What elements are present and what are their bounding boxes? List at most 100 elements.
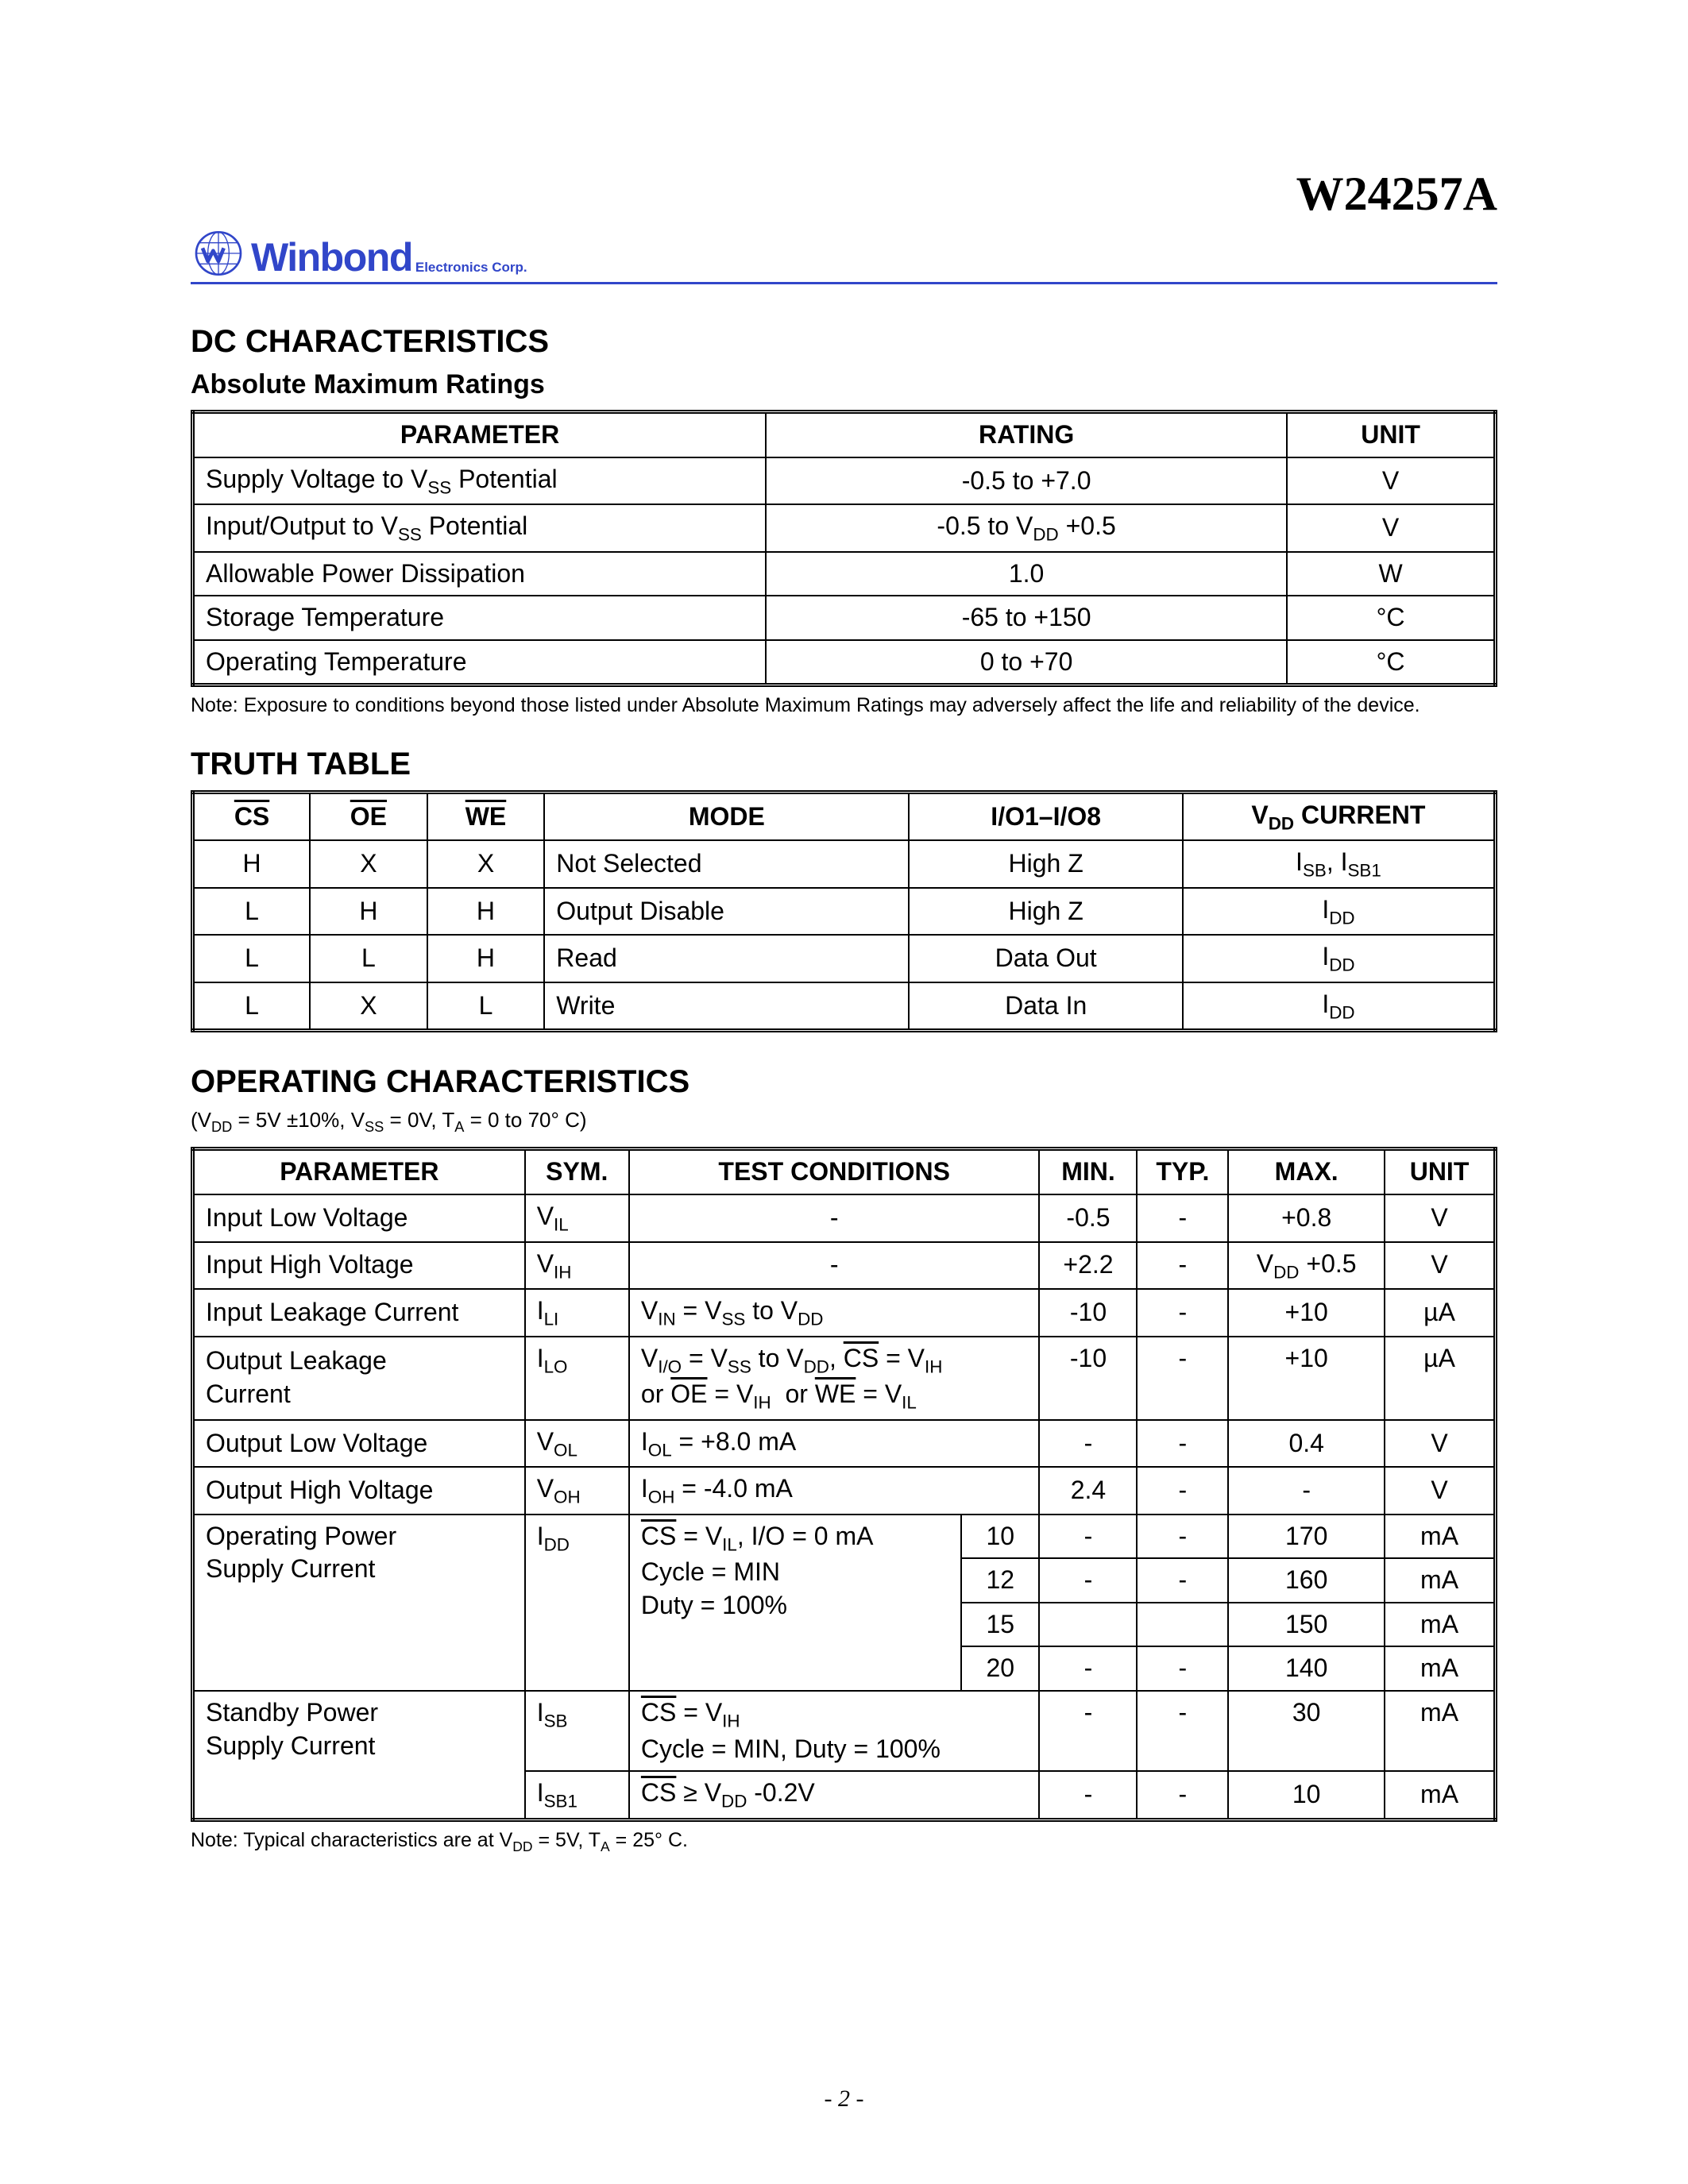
unit-cell: V: [1385, 1194, 1495, 1242]
io-cell: Data In: [909, 982, 1182, 1031]
sym-cell: VIH: [525, 1242, 629, 1290]
col-mode: MODE: [544, 792, 909, 840]
part-number: W24257A: [191, 167, 1497, 222]
unit-cell: mA: [1385, 1646, 1495, 1691]
abs-max-table: PARAMETER RATING UNIT Supply Voltage to …: [191, 410, 1497, 687]
min-cell: -10: [1039, 1337, 1137, 1420]
unit-cell: mA: [1385, 1603, 1495, 1647]
param-cell: Output Low Voltage: [193, 1420, 525, 1468]
max-cell: +10: [1228, 1337, 1385, 1420]
col-test-conditions: TEST CONDITIONS: [629, 1149, 1040, 1194]
table-row: Output Low Voltage VOL IOL = +8.0 mA - -…: [193, 1420, 1496, 1468]
cond-cell: 12: [961, 1558, 1039, 1603]
typ-cell: -: [1137, 1771, 1228, 1819]
table-row: Input Low Voltage VIL - -0.5 - +0.8 V: [193, 1194, 1496, 1242]
table-row: LHHOutput DisableHigh ZIDD: [193, 888, 1496, 936]
unit-cell: V: [1385, 1420, 1495, 1468]
tc-cell: CS ≥ VDD -0.2V: [629, 1771, 1040, 1819]
io-cell: High Z: [909, 840, 1182, 888]
max-cell: +0.8: [1228, 1194, 1385, 1242]
cond-cell: 10: [961, 1515, 1039, 1559]
typ-cell: -: [1137, 1337, 1228, 1420]
unit-cell: mA: [1385, 1771, 1495, 1819]
tc-cell: IOH = -4.0 mA: [629, 1467, 1040, 1515]
min-cell: 2.4: [1039, 1467, 1137, 1515]
unit-cell: V: [1385, 1467, 1495, 1515]
oe-cell: L: [310, 935, 427, 982]
unit-cell: µA: [1385, 1289, 1495, 1337]
min-cell: -: [1039, 1691, 1137, 1771]
table-header-row: PARAMETER SYM. TEST CONDITIONS MIN. TYP.…: [193, 1149, 1496, 1194]
cs-cell: L: [193, 935, 311, 982]
rating-cell: -0.5 to VDD +0.5: [766, 504, 1287, 552]
max-cell: 140: [1228, 1646, 1385, 1691]
table-row: HXXNot SelectedHigh ZISB, ISB1: [193, 840, 1496, 888]
max-cell: -: [1228, 1467, 1385, 1515]
table-row: Output LeakageCurrent ILO VI/O = VSS to …: [193, 1337, 1496, 1420]
unit-cell: V: [1287, 457, 1495, 505]
max-cell: VDD +0.5: [1228, 1242, 1385, 1290]
table-row: LXLWriteData InIDD: [193, 982, 1496, 1031]
we-cell: H: [427, 888, 545, 936]
min-cell: -0.5: [1039, 1194, 1137, 1242]
table-row: Input/Output to VSS Potential-0.5 to VDD…: [193, 504, 1496, 552]
tc-cell: -: [629, 1194, 1040, 1242]
param-cell: Output LeakageCurrent: [193, 1337, 525, 1420]
col-unit: UNIT: [1385, 1149, 1495, 1194]
min-cell: -: [1039, 1515, 1137, 1559]
col-min: MIN.: [1039, 1149, 1137, 1194]
sym-cell: VOH: [525, 1467, 629, 1515]
winbond-globe-icon: [191, 230, 246, 277]
param-cell: Operating Temperature: [193, 640, 767, 685]
param-cell: Output High Voltage: [193, 1467, 525, 1515]
oe-cell: X: [310, 840, 427, 888]
param-cell: Input/Output to VSS Potential: [193, 504, 767, 552]
abs-max-note: Note: Exposure to conditions beyond thos…: [191, 693, 1497, 718]
op-char-table: PARAMETER SYM. TEST CONDITIONS MIN. TYP.…: [191, 1147, 1497, 1821]
logo-text: Winbond: [251, 237, 412, 277]
typ-cell: -: [1137, 1558, 1228, 1603]
cond-cell: 15: [961, 1603, 1039, 1647]
typ-cell: [1137, 1603, 1228, 1647]
param-cell: Supply Voltage to VSS Potential: [193, 457, 767, 505]
param-cell: Storage Temperature: [193, 596, 767, 640]
logo-row: Winbond Electronics Corp.: [191, 230, 1497, 284]
col-typ: TYP.: [1137, 1149, 1228, 1194]
abs-max-heading: Absolute Maximum Ratings: [191, 369, 1497, 400]
unit-cell: µA: [1385, 1337, 1495, 1420]
cond-cell: 20: [961, 1646, 1039, 1691]
table-row: Operating PowerSupply Current IDD CS = V…: [193, 1515, 1496, 1559]
max-cell: 150: [1228, 1603, 1385, 1647]
typ-cell: -: [1137, 1467, 1228, 1515]
min-cell: -: [1039, 1420, 1137, 1468]
col-rating: RATING: [766, 412, 1287, 457]
unit-cell: V: [1385, 1242, 1495, 1290]
rating-cell: 0 to +70: [766, 640, 1287, 685]
mode-cell: Output Disable: [544, 888, 909, 936]
col-we: WE: [427, 792, 545, 840]
unit-cell: mA: [1385, 1515, 1495, 1559]
col-sym: SYM.: [525, 1149, 629, 1194]
param-cell: Standby PowerSupply Current: [193, 1691, 525, 1819]
sym-cell: ILI: [525, 1289, 629, 1337]
sym-cell: ISB: [525, 1691, 629, 1771]
truth-table: CS OE WE MODE I/O1–I/O8 VDD CURRENT HXXN…: [191, 790, 1497, 1033]
col-oe: OE: [310, 792, 427, 840]
rating-cell: -65 to +150: [766, 596, 1287, 640]
unit-cell: °C: [1287, 640, 1495, 685]
table-row: Allowable Power Dissipation1.0W: [193, 552, 1496, 596]
col-unit: UNIT: [1287, 412, 1495, 457]
col-vdd-current: VDD CURRENT: [1183, 792, 1496, 840]
io-cell: High Z: [909, 888, 1182, 936]
param-cell: Input High Voltage: [193, 1242, 525, 1290]
sym-cell: VOL: [525, 1420, 629, 1468]
dc-characteristics-heading: DC CHARACTERISTICS: [191, 324, 1497, 360]
op-conditions: (VDD = 5V ±10%, VSS = 0V, TA = 0 to 70° …: [191, 1108, 1497, 1136]
unit-cell: °C: [1287, 596, 1495, 640]
mode-cell: Read: [544, 935, 909, 982]
tc-cell: -: [629, 1242, 1040, 1290]
typ-cell: -: [1137, 1691, 1228, 1771]
current-cell: IDD: [1183, 935, 1496, 982]
we-cell: X: [427, 840, 545, 888]
table-row: LLHReadData OutIDD: [193, 935, 1496, 982]
